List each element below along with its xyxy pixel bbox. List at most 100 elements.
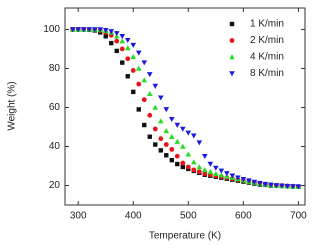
point — [146, 91, 153, 97]
point — [157, 118, 164, 124]
point — [119, 38, 126, 44]
point — [102, 27, 109, 34]
point — [168, 116, 175, 122]
point — [224, 171, 230, 177]
point — [196, 164, 203, 170]
point — [185, 164, 191, 170]
point — [142, 122, 147, 128]
point — [279, 183, 285, 189]
legend-marker — [229, 21, 235, 27]
point — [268, 182, 274, 188]
point — [147, 134, 152, 139]
point — [130, 53, 137, 60]
point — [179, 126, 186, 132]
point — [273, 183, 280, 189]
point — [136, 107, 141, 112]
point — [86, 27, 93, 33]
point — [169, 147, 175, 152]
point — [174, 153, 180, 159]
point — [207, 169, 214, 175]
x-tick-label: 700 — [290, 211, 307, 222]
point — [163, 128, 170, 134]
point — [97, 27, 104, 33]
point — [180, 160, 186, 166]
x-tick-label: 600 — [235, 211, 252, 222]
point — [163, 107, 170, 113]
point — [191, 133, 197, 139]
point — [164, 153, 169, 158]
y-tick-label: 60 — [49, 102, 61, 113]
point — [235, 175, 241, 181]
point — [125, 74, 130, 79]
point — [80, 27, 87, 33]
point — [152, 126, 158, 132]
y-axis-label: Weight (%) — [7, 81, 18, 130]
point — [174, 122, 181, 128]
point — [130, 42, 137, 48]
point — [147, 112, 153, 118]
point — [125, 56, 131, 62]
point — [168, 133, 175, 139]
legend-label: 2 K/min — [250, 35, 284, 46]
point — [141, 77, 148, 83]
point — [124, 37, 131, 43]
point — [295, 184, 302, 190]
legend-marker — [229, 54, 235, 60]
point — [180, 164, 185, 170]
point — [191, 159, 197, 165]
point — [136, 81, 142, 87]
point — [179, 143, 186, 149]
legend-marker — [229, 71, 235, 77]
point — [114, 38, 120, 44]
point — [131, 89, 136, 95]
point — [202, 171, 208, 177]
y-tick-label: 100 — [43, 24, 60, 35]
x-tick-label: 400 — [125, 211, 142, 222]
point — [135, 50, 142, 56]
legend-marker — [229, 38, 235, 43]
point — [196, 169, 202, 175]
x-tick-label: 500 — [180, 211, 197, 222]
point — [218, 168, 225, 174]
point — [213, 165, 219, 171]
point — [213, 170, 219, 177]
point — [218, 172, 225, 178]
point — [114, 48, 119, 54]
y-tick-label: 20 — [49, 180, 61, 191]
point — [262, 181, 269, 187]
point — [224, 173, 230, 179]
point — [109, 40, 114, 46]
legend-label: 1 K/min — [250, 19, 284, 30]
point — [108, 29, 115, 35]
point — [202, 153, 208, 160]
point — [119, 34, 126, 40]
point — [284, 184, 291, 190]
point — [157, 95, 164, 101]
point — [124, 45, 131, 51]
point — [141, 97, 147, 103]
point — [290, 184, 296, 190]
point — [163, 142, 169, 147]
point — [69, 27, 76, 33]
point — [207, 161, 214, 167]
point — [158, 148, 163, 153]
point — [196, 140, 203, 146]
point — [185, 151, 192, 157]
plot-frame — [64, 7, 306, 206]
x-tick-label: 300 — [70, 211, 87, 222]
point — [175, 161, 180, 167]
point — [174, 138, 181, 144]
point — [257, 180, 263, 186]
point — [75, 27, 82, 33]
point — [191, 167, 197, 173]
point — [120, 60, 125, 65]
point — [185, 130, 192, 136]
point — [91, 27, 98, 33]
legend-label: 8 K/min — [250, 68, 284, 79]
y-tick-label: 80 — [49, 63, 61, 74]
point — [229, 173, 236, 179]
point — [240, 177, 247, 183]
legend-label: 4 K/min — [250, 52, 284, 63]
point — [103, 34, 108, 39]
